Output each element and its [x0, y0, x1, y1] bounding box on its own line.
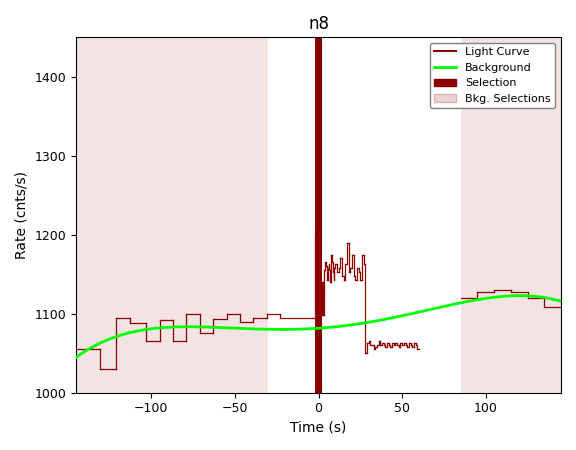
Legend: Light Curve, Background, Selection, Bkg. Selections: Light Curve, Background, Selection, Bkg.…: [430, 43, 555, 108]
X-axis label: Time (s): Time (s): [290, 421, 347, 435]
Bar: [76, 37, 268, 393]
Bar: [461, 37, 561, 393]
Y-axis label: Rate (cnts/s): Rate (cnts/s): [15, 171, 29, 259]
Bar: [315, 37, 322, 393]
Title: n8: n8: [308, 15, 329, 33]
